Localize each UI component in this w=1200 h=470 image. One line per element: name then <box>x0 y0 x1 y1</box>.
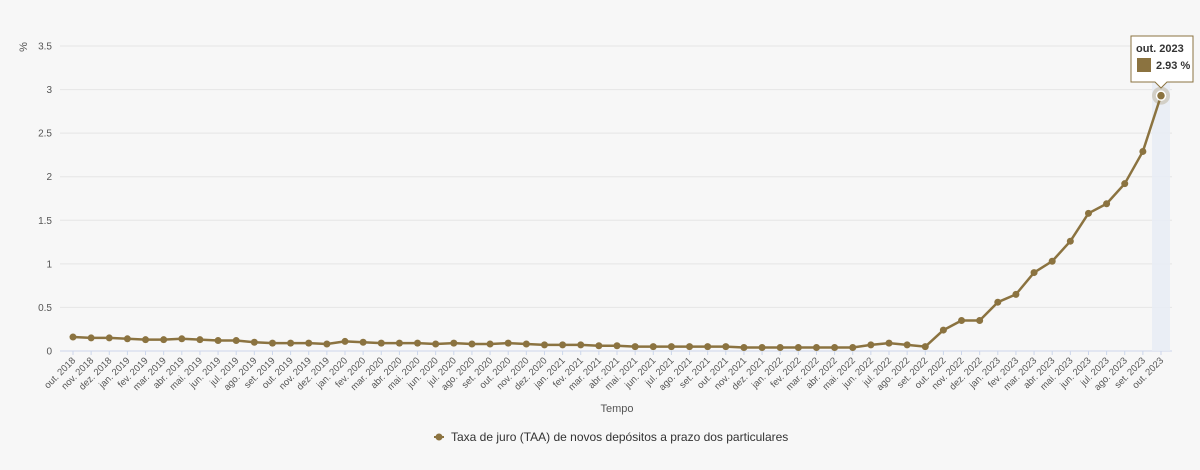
y-tick-label: 1.5 <box>38 216 52 227</box>
tooltip-swatch <box>1137 58 1151 72</box>
y-tick-label: 2 <box>46 172 52 183</box>
data-point <box>559 341 567 349</box>
tooltip-title: out. 2023 <box>1136 43 1184 55</box>
data-point <box>87 334 95 342</box>
data-point <box>577 341 585 349</box>
data-point <box>178 335 186 343</box>
data-point <box>341 337 349 345</box>
data-point <box>450 339 458 347</box>
data-point <box>232 337 240 345</box>
data-point <box>1048 257 1056 265</box>
data-point <box>1121 180 1129 188</box>
y-tick-label: 3.5 <box>38 42 52 53</box>
data-point <box>758 344 766 352</box>
hover-band <box>1152 46 1170 351</box>
data-point <box>1084 209 1092 217</box>
data-point <box>776 344 784 352</box>
data-point <box>1030 269 1038 277</box>
tooltip-box <box>1130 35 1194 89</box>
y-axis-ticks: 0 0.5 1 1.5 2 2.5 3 3.5 <box>38 42 52 358</box>
data-point <box>540 341 548 349</box>
legend-marker-icon <box>435 433 443 441</box>
data-point <box>69 333 77 341</box>
y-tick-label: 0 <box>46 347 52 358</box>
data-point <box>831 344 839 352</box>
data-point <box>504 339 512 347</box>
data-point <box>123 335 131 343</box>
data-point <box>631 343 639 351</box>
y-tick-label: 2.5 <box>38 129 52 140</box>
data-point <box>704 343 712 351</box>
data-point <box>667 343 675 351</box>
data-point <box>976 317 984 324</box>
data-point <box>740 344 748 352</box>
x-axis-title: Tempo <box>600 403 633 415</box>
data-point <box>921 343 929 351</box>
data-point <box>486 340 494 348</box>
data-point <box>722 343 730 351</box>
data-point <box>142 336 150 344</box>
data-point <box>196 336 204 344</box>
y-tick-label: 3 <box>46 85 52 96</box>
y-tick-label: 0.5 <box>38 303 52 314</box>
data-point <box>903 341 911 349</box>
data-point <box>287 339 295 347</box>
data-point <box>522 340 530 348</box>
data-point <box>377 339 385 347</box>
y-axis-title: % <box>18 42 30 52</box>
data-point <box>1066 237 1074 245</box>
data-point <box>1139 147 1147 155</box>
data-point <box>849 344 857 352</box>
data-point <box>958 317 966 324</box>
data-point <box>1012 290 1020 298</box>
data-point <box>305 339 313 347</box>
y-tick-label: 1 <box>46 259 52 270</box>
tooltip-value: 2.93 % <box>1156 60 1190 72</box>
data-point <box>613 342 621 350</box>
data-point <box>595 342 603 350</box>
grid <box>60 45 1172 352</box>
data-point <box>359 338 367 346</box>
data-point <box>812 344 820 352</box>
data-point <box>939 326 947 334</box>
legend-label: Taxa de juro (TAA) de novos depósitos a … <box>451 430 788 444</box>
data-point <box>250 338 258 346</box>
tooltip-layer: out. 2023 2.93 % <box>1130 35 1194 105</box>
data-point <box>323 340 331 348</box>
data-point <box>994 298 1002 306</box>
data-point <box>395 339 403 347</box>
data-point <box>649 343 657 351</box>
data-point <box>268 339 276 347</box>
hover-point <box>1155 90 1167 101</box>
data-point <box>885 339 893 347</box>
legend[interactable]: Taxa de juro (TAA) de novos depósitos a … <box>434 430 788 444</box>
data-point <box>160 336 168 344</box>
data-point <box>432 340 440 348</box>
data-point <box>686 343 694 351</box>
series-layer <box>69 92 1165 352</box>
data-point <box>414 339 422 347</box>
hover-highlight-band <box>1152 46 1170 351</box>
data-point <box>214 337 222 345</box>
data-point <box>1103 200 1111 208</box>
data-point <box>468 340 476 348</box>
data-point <box>794 344 802 352</box>
data-point <box>867 341 875 349</box>
data-point <box>105 334 113 342</box>
